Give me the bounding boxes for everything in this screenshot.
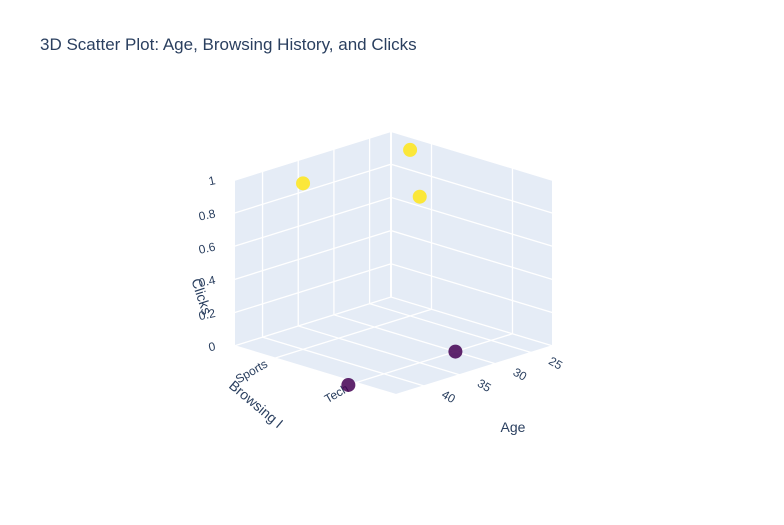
x-axis-title: Age [501,419,526,435]
age-tick-label: 30 [511,365,530,384]
data-point [296,176,311,191]
y-axis-title: Browsing History [226,377,317,457]
age-tick-label: 25 [546,354,565,373]
age-tick-label: 35 [475,376,494,395]
browsing-gridline [355,167,514,384]
data-point [341,377,356,392]
data-point [403,142,418,157]
chart-title: 3D Scatter Plot: Age, Browsing History, … [40,35,417,54]
clicks-tick-label: 1 [207,173,217,188]
age-gridline [333,148,497,365]
box-edge [233,345,397,396]
scene-3d[interactable]: 00.20.40.60.8125303540SportsTechAgeClick… [188,130,565,457]
box-edge [395,345,554,396]
age-gridline [297,159,461,376]
box-edge [390,130,554,181]
back-pane-left [234,131,391,346]
browsing-gridline [274,143,433,359]
age-gridline [261,171,425,387]
age-tick-label: 40 [439,387,458,406]
data-point [448,344,463,359]
clicks-tick-label: 0.4 [197,273,217,290]
clicks-tick-label: 0.8 [197,206,217,223]
clicks-tick-label: 0.2 [197,306,217,323]
age-gridline [368,137,532,354]
box-edge [233,130,392,181]
clicks-tick-label: 0 [207,339,217,354]
data-point [412,189,427,204]
clicks-tick-label: 0.6 [197,240,217,257]
